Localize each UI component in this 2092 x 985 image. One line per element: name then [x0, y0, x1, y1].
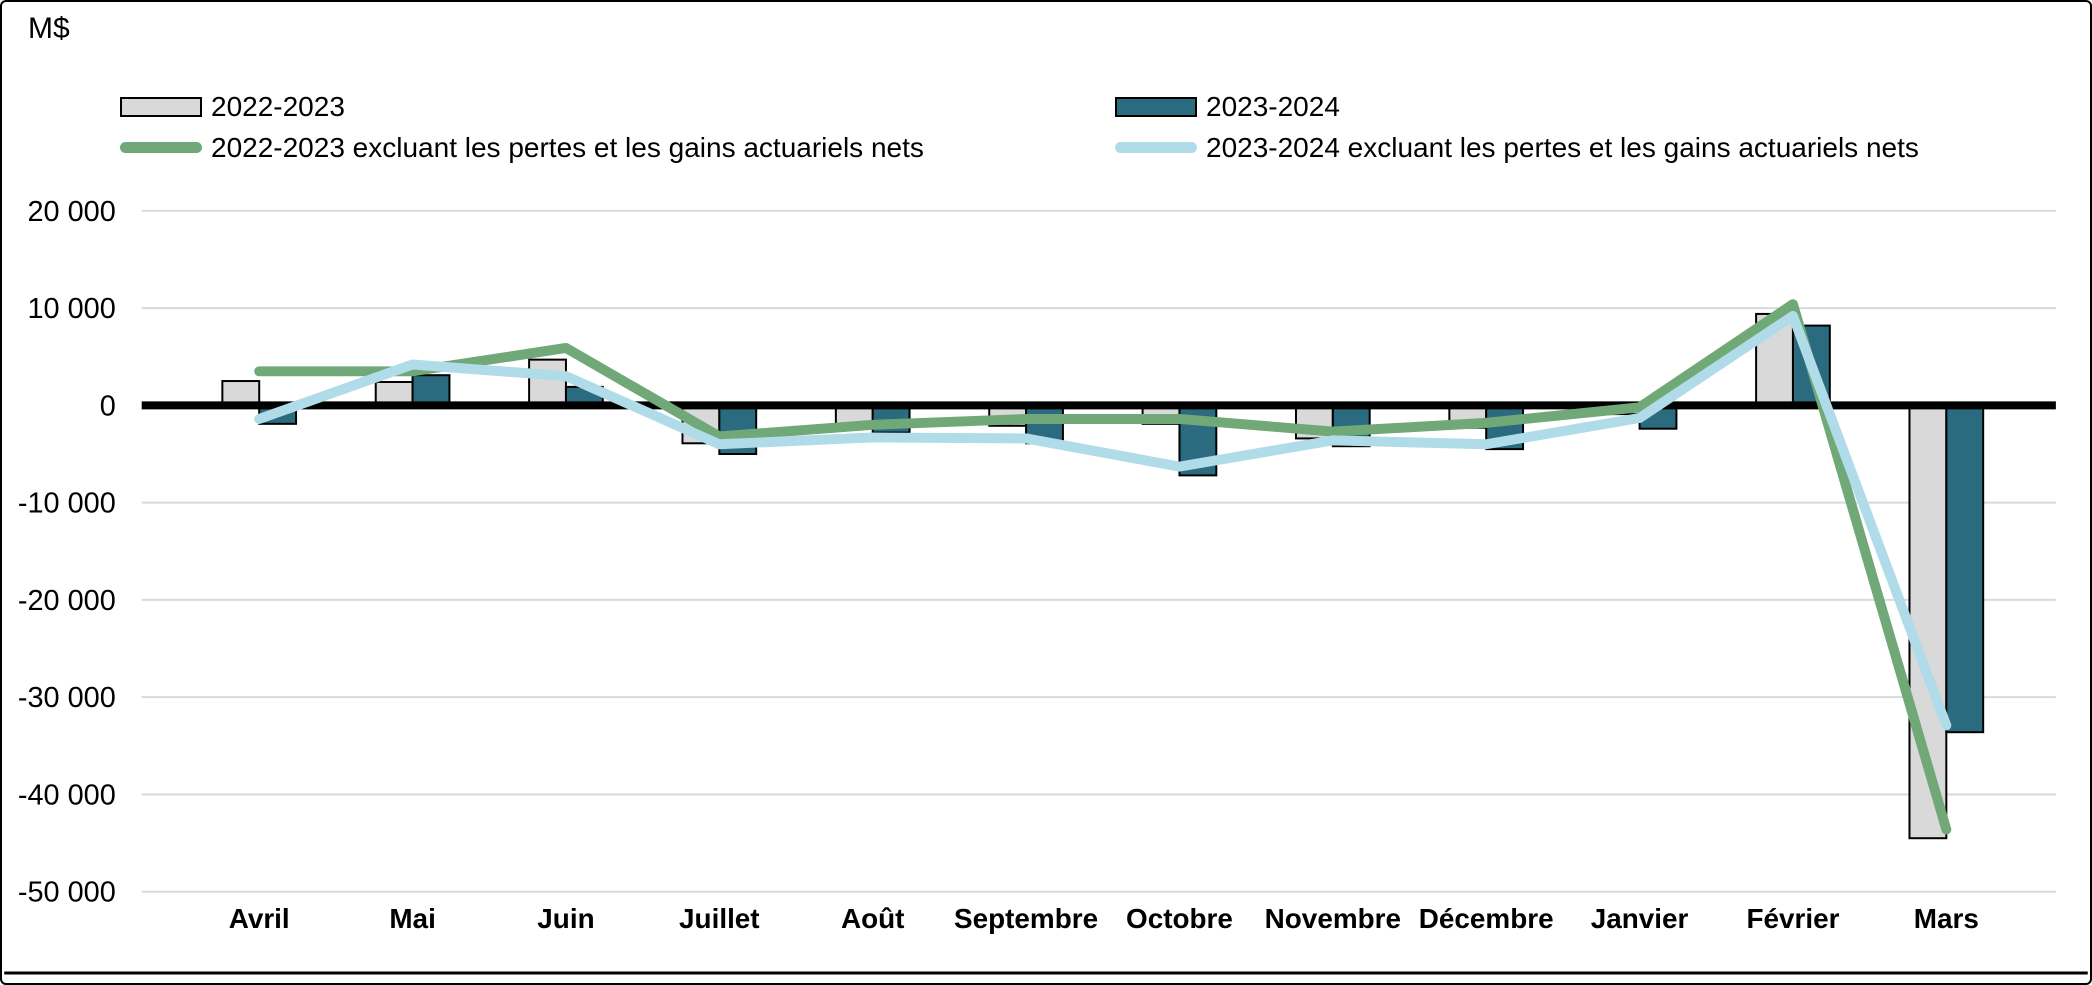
x-axis-month-label: Mars	[1914, 903, 1979, 934]
x-axis-month-label: Septembre	[954, 903, 1098, 934]
y-axis-tick-label: -30 000	[18, 682, 116, 714]
bar-2023-2024	[1945, 404, 1985, 734]
y-axis-tick-label: -50 000	[18, 877, 116, 909]
line-swatch-2022-2023-excl	[120, 142, 202, 153]
y-axis-tick-label: -20 000	[18, 585, 116, 617]
x-axis-month-label: Novembre	[1265, 903, 1401, 934]
line-2022-2023-excl	[254, 299, 1952, 835]
legend-label: 2023-2024	[1206, 90, 1340, 122]
y-axis-tick-label: -40 000	[18, 779, 116, 811]
y-axis-tick-label: -10 000	[18, 488, 116, 520]
bar-swatch-2023-2024	[1115, 96, 1197, 117]
bar-2022-2023	[528, 358, 567, 407]
legend-item-2022-2023-bar: 2022-2023	[120, 86, 924, 127]
line-2023-2024-excl	[254, 310, 1952, 731]
legend-label: 2022-2023	[211, 90, 345, 122]
x-axis-month-label: Février	[1746, 903, 1839, 934]
x-axis-month-label: Mai	[389, 903, 435, 934]
legend-label: 2023-2024 excluant les pertes et les gai…	[1206, 131, 1919, 163]
x-axis-month-label: Décembre	[1419, 903, 1554, 934]
x-axis-month-label: Avril	[229, 903, 290, 934]
y-axis-unit-label: M$	[28, 12, 70, 45]
bar-2023-2024	[411, 374, 451, 407]
legend-item-2023-2024-line: 2023-2024 excluant les pertes et les gai…	[1115, 127, 1919, 168]
legend-left-column: 2022-2023 2022-2023 excluant les pertes …	[120, 86, 924, 168]
y-axis-tick-label: 10 000	[27, 293, 115, 325]
x-axis-month-label: Janvier	[1591, 903, 1689, 934]
legend-label: 2022-2023 excluant les pertes et les gai…	[211, 131, 924, 163]
y-axis-tick-label: 20 000	[27, 196, 115, 228]
line-swatch-2023-2024-excl	[1115, 142, 1197, 153]
x-axis-month-label: Juin	[537, 903, 594, 934]
x-axis-month-label: Juillet	[679, 903, 760, 934]
x-axis-month-label: Août	[841, 903, 904, 934]
y-axis-tick-label: 0	[100, 390, 116, 422]
legend-item-2022-2023-line: 2022-2023 excluant les pertes et les gai…	[120, 127, 924, 168]
legend-right-column: 2023-2024 2023-2024 excluant les pertes …	[1115, 86, 1919, 168]
x-axis-month-label: Octobre	[1126, 903, 1233, 934]
bar-swatch-2022-2023	[120, 96, 202, 117]
legend-item-2023-2024-bar: 2023-2024	[1115, 86, 1919, 127]
